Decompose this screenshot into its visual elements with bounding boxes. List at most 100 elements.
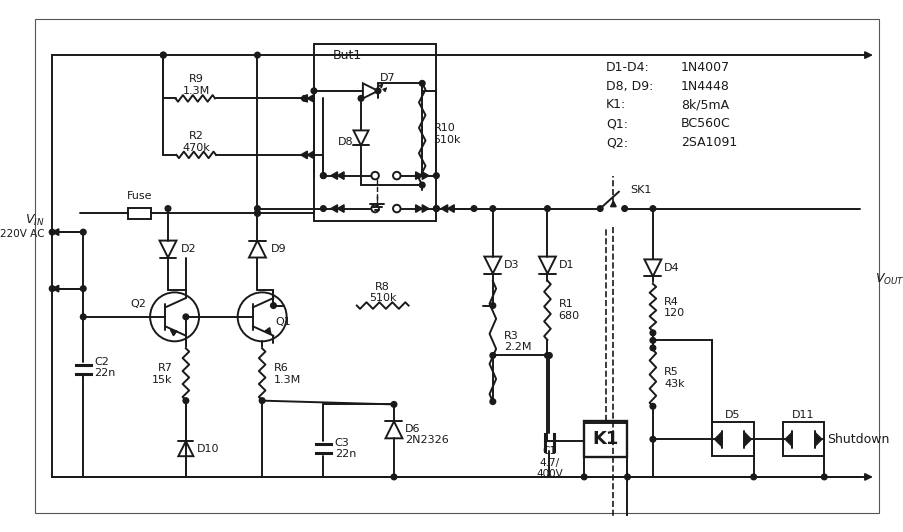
Text: R4
120: R4 120 — [664, 297, 684, 318]
Circle shape — [391, 402, 396, 407]
Polygon shape — [337, 172, 344, 179]
Circle shape — [649, 345, 655, 351]
Circle shape — [375, 88, 380, 94]
Polygon shape — [441, 205, 447, 212]
Text: C1
4.7/
400V: C1 4.7/ 400V — [535, 446, 562, 479]
Circle shape — [270, 303, 276, 309]
Circle shape — [391, 474, 396, 480]
Circle shape — [489, 206, 495, 211]
Bar — [583, 421, 627, 457]
Polygon shape — [743, 432, 751, 447]
Polygon shape — [337, 205, 344, 212]
Circle shape — [358, 96, 363, 101]
Text: Q1: Q1 — [275, 317, 291, 327]
Text: Q2:: Q2: — [605, 136, 628, 149]
Text: $V_{OUT}$: $V_{OUT}$ — [874, 272, 903, 287]
Circle shape — [165, 206, 171, 211]
Circle shape — [649, 436, 655, 442]
Polygon shape — [713, 432, 721, 447]
Bar — [712, 422, 753, 456]
Circle shape — [649, 338, 655, 343]
Polygon shape — [362, 84, 377, 98]
Polygon shape — [447, 205, 453, 212]
Polygon shape — [159, 240, 176, 257]
Text: R6
1.3M: R6 1.3M — [273, 363, 301, 385]
Text: 1N4007: 1N4007 — [680, 61, 730, 74]
Circle shape — [597, 206, 602, 211]
Circle shape — [302, 96, 307, 101]
Polygon shape — [178, 441, 193, 456]
Polygon shape — [610, 201, 616, 206]
Circle shape — [433, 206, 439, 211]
Polygon shape — [814, 432, 822, 447]
Text: R1
680: R1 680 — [558, 300, 579, 321]
Text: D1: D1 — [558, 260, 573, 270]
Circle shape — [255, 211, 260, 216]
Circle shape — [182, 314, 189, 320]
Text: D6
2N2326: D6 2N2326 — [405, 424, 449, 445]
Circle shape — [311, 88, 316, 94]
Text: 8k/5mA: 8k/5mA — [680, 98, 729, 112]
Polygon shape — [385, 421, 402, 438]
Circle shape — [489, 303, 495, 309]
Circle shape — [160, 52, 166, 58]
Polygon shape — [864, 52, 870, 59]
Text: 1N4448: 1N4448 — [680, 80, 730, 93]
Text: D10: D10 — [197, 444, 219, 454]
Circle shape — [419, 182, 424, 188]
Text: R9
1.3M: R9 1.3M — [182, 74, 209, 96]
Text: R5
43k: R5 43k — [664, 367, 684, 389]
Polygon shape — [644, 260, 661, 276]
Polygon shape — [538, 256, 555, 273]
Circle shape — [259, 398, 265, 403]
Text: D1-D4:: D1-D4: — [605, 61, 649, 74]
Text: D9: D9 — [270, 244, 286, 254]
Text: SK1: SK1 — [629, 185, 651, 195]
Text: R7
15k: R7 15k — [152, 363, 172, 385]
Text: D4: D4 — [664, 263, 679, 273]
Circle shape — [255, 52, 260, 58]
Circle shape — [544, 353, 550, 358]
Text: R10
510k: R10 510k — [433, 123, 461, 145]
Polygon shape — [307, 95, 313, 102]
Text: D8, D9:: D8, D9: — [605, 80, 653, 93]
Polygon shape — [307, 151, 313, 159]
Circle shape — [433, 206, 439, 211]
Text: D2: D2 — [181, 244, 197, 254]
Circle shape — [255, 206, 260, 211]
Circle shape — [419, 80, 424, 86]
Text: C2
22n: C2 22n — [95, 357, 116, 378]
Circle shape — [80, 314, 86, 320]
Polygon shape — [422, 172, 428, 179]
Circle shape — [581, 474, 586, 480]
Circle shape — [750, 474, 756, 480]
Circle shape — [321, 173, 326, 178]
Text: D3: D3 — [504, 260, 519, 270]
Text: R8
510k: R8 510k — [368, 281, 396, 303]
Text: R3
2.2M: R3 2.2M — [504, 330, 531, 352]
Text: D5: D5 — [724, 410, 740, 420]
Polygon shape — [52, 229, 59, 235]
Circle shape — [321, 206, 326, 211]
Polygon shape — [784, 432, 791, 447]
Polygon shape — [422, 205, 428, 212]
Text: 2SA1091: 2SA1091 — [680, 136, 737, 149]
Circle shape — [649, 206, 655, 211]
Polygon shape — [353, 130, 368, 145]
Text: Fuse: Fuse — [126, 192, 153, 201]
Bar — [128, 207, 151, 219]
Text: K1: K1 — [592, 430, 619, 448]
Polygon shape — [864, 473, 870, 480]
Polygon shape — [330, 205, 337, 212]
Bar — [313, 44, 436, 221]
Circle shape — [821, 474, 826, 480]
Polygon shape — [415, 205, 422, 212]
Circle shape — [649, 330, 655, 336]
Text: But1: But1 — [332, 48, 361, 62]
Bar — [782, 422, 824, 456]
Polygon shape — [301, 151, 307, 159]
Circle shape — [255, 211, 260, 216]
Polygon shape — [248, 240, 265, 257]
Circle shape — [160, 52, 166, 58]
Text: 220V AC: 220V AC — [0, 229, 44, 239]
